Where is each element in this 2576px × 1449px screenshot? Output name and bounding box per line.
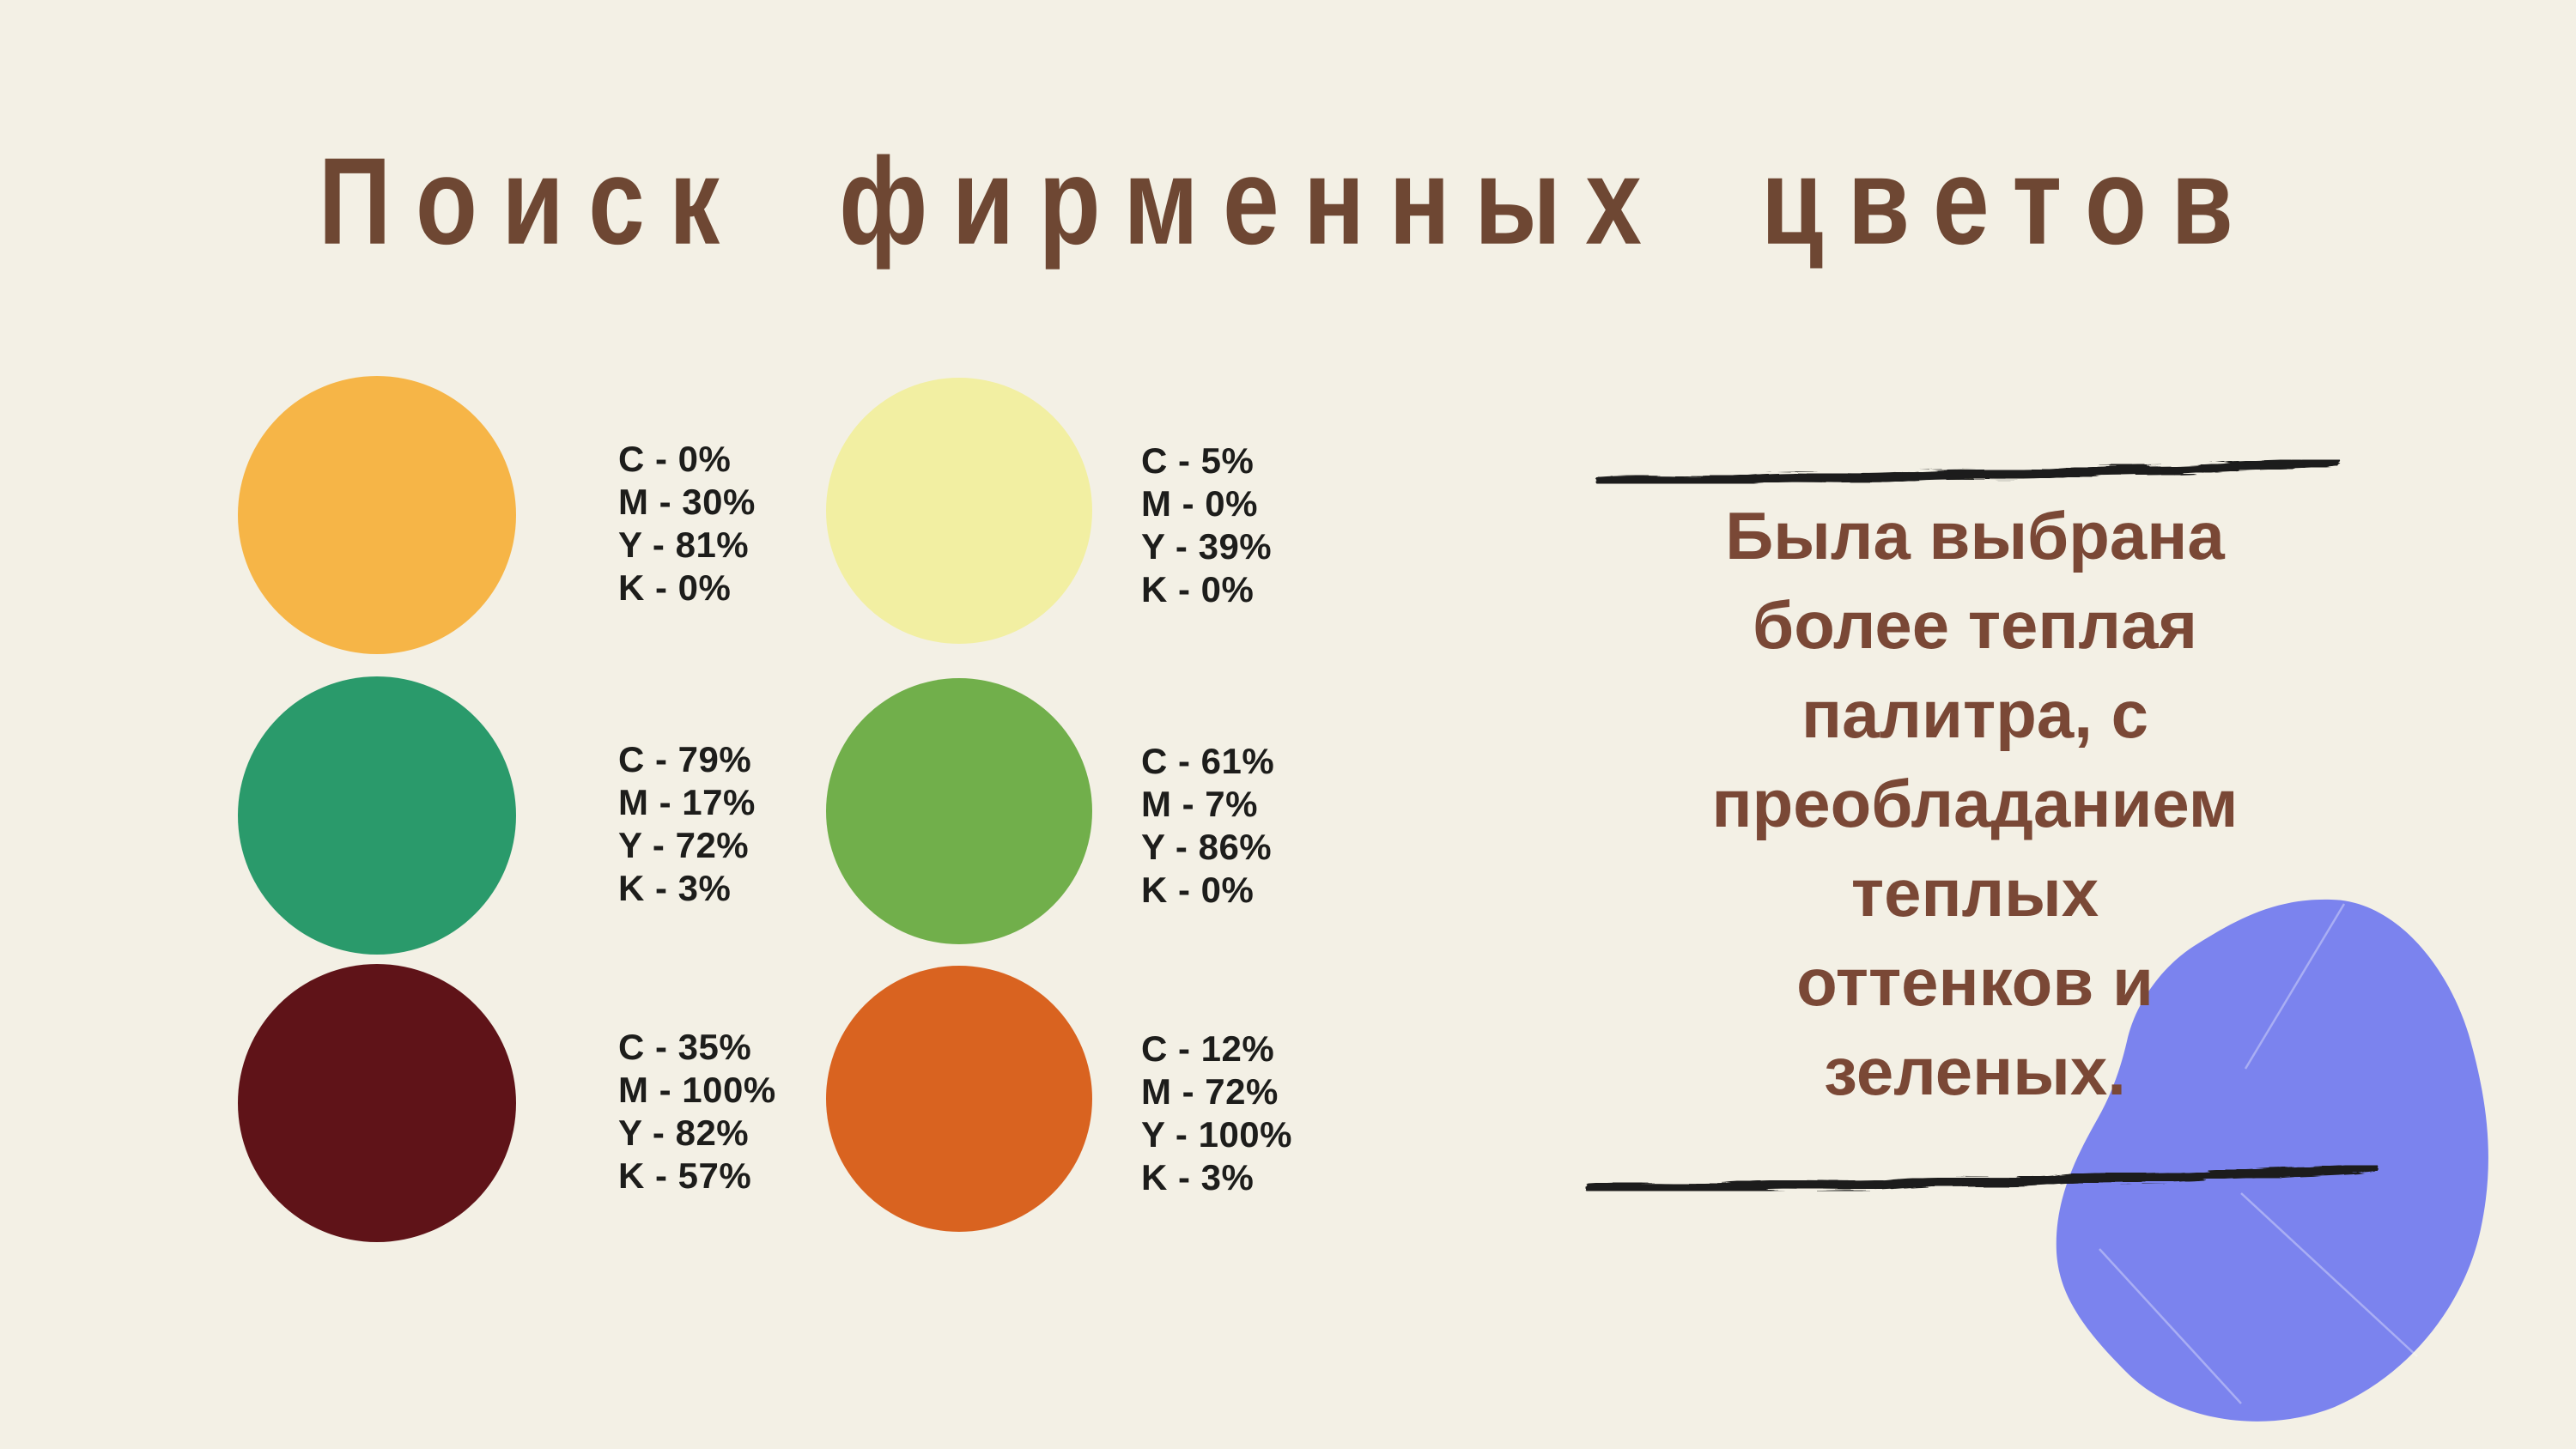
- cmyk-line: C - 79%: [618, 739, 752, 779]
- note-line: палитра, с: [1801, 676, 2148, 752]
- note-line: зеленых.: [1824, 1034, 2126, 1109]
- cmyk-line: Y - 100%: [1141, 1114, 1292, 1155]
- cmyk-line: M - 17%: [618, 782, 756, 822]
- cmyk-values-green: C - 79% M - 17% Y - 72% K - 3%: [618, 738, 756, 910]
- note-paragraph: Была выбрана более теплая палитра, с пре…: [1571, 491, 2379, 1116]
- color-circle-green: [238, 676, 516, 955]
- cmyk-values-light-green: C - 61% M - 7% Y - 86% K - 0%: [1141, 740, 1274, 912]
- note-line: теплых: [1850, 855, 2099, 931]
- color-circle-pale-yellow: [826, 378, 1092, 644]
- hand-drawn-rule-top: [1595, 457, 2341, 487]
- cmyk-line: C - 12%: [1141, 1028, 1275, 1069]
- note-line: преобладанием: [1711, 766, 2239, 841]
- cmyk-values-pale-yellow: C - 5% M - 0% Y - 39% K - 0%: [1141, 440, 1272, 611]
- note-line: более теплая: [1753, 587, 2197, 663]
- cmyk-line: K - 0%: [1141, 569, 1255, 609]
- cmyk-line: C - 35%: [618, 1027, 752, 1067]
- cmyk-line: K - 3%: [1141, 1157, 1255, 1197]
- cmyk-line: M - 72%: [1141, 1071, 1279, 1112]
- hand-drawn-rule-bottom: [1585, 1162, 2379, 1194]
- cmyk-line: K - 0%: [1141, 870, 1255, 910]
- paint-blob-shape: [2056, 899, 2488, 1422]
- cmyk-line: C - 5%: [1141, 440, 1255, 481]
- cmyk-line: M - 7%: [1141, 784, 1259, 824]
- cmyk-line: M - 100%: [618, 1070, 776, 1110]
- note-line: Была выбрана: [1725, 498, 2225, 573]
- cmyk-line: Y - 82%: [618, 1113, 750, 1153]
- color-circle-light-green: [826, 678, 1092, 944]
- cmyk-line: Y - 72%: [618, 825, 750, 865]
- cmyk-line: K - 0%: [618, 567, 732, 608]
- blob-crease-line: [2244, 903, 2346, 1070]
- note-line: оттенков и: [1796, 944, 2154, 1020]
- blob-crease-line: [2099, 1248, 2242, 1404]
- color-circle-yellow: [238, 376, 516, 654]
- color-circle-orange: [826, 966, 1092, 1232]
- blob-path: [2056, 899, 2488, 1422]
- cmyk-line: K - 3%: [618, 868, 732, 908]
- cmyk-line: K - 57%: [618, 1155, 752, 1196]
- cmyk-values-orange: C - 12% M - 72% Y - 100% K - 3%: [1141, 1028, 1292, 1199]
- cmyk-line: C - 61%: [1141, 741, 1275, 781]
- cmyk-values-dark-maroon: C - 35% M - 100% Y - 82% K - 57%: [618, 1026, 776, 1197]
- cmyk-values-yellow: C - 0% M - 30% Y - 81% K - 0%: [618, 438, 756, 609]
- cmyk-line: C - 0%: [618, 439, 732, 479]
- cmyk-line: Y - 81%: [618, 524, 750, 565]
- cmyk-line: Y - 39%: [1141, 526, 1273, 567]
- cmyk-line: M - 30%: [618, 482, 756, 522]
- cmyk-line: M - 0%: [1141, 483, 1259, 524]
- page-title: Поиск фирменных цветов: [318, 132, 2258, 271]
- cmyk-line: Y - 86%: [1141, 827, 1273, 867]
- color-circle-dark-maroon: [238, 964, 516, 1242]
- blob-crease-line: [2240, 1192, 2418, 1357]
